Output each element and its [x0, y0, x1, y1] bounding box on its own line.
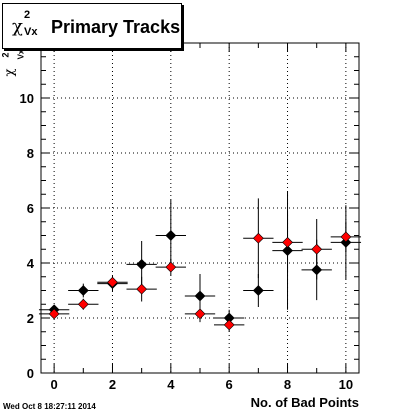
axes: 0 2 4 6 8 10 0 2 4 6 8 10 No. of Bad Points — [20, 42, 359, 410]
series-1 — [38, 198, 362, 332]
title-superscript: 2 — [24, 9, 31, 21]
data-point — [136, 258, 148, 270]
data-point — [77, 298, 89, 310]
title-box: χ 2 Vx Primary Tracks — [2, 3, 182, 49]
y-tick-label: 6 — [27, 201, 34, 216]
title-chi-symbol: χ — [12, 16, 23, 37]
data-point — [311, 243, 323, 255]
x-tick-label: 6 — [226, 377, 233, 392]
y-axis-label-superscript: 2 — [0, 52, 11, 58]
x-tick-label: 10 — [339, 377, 353, 392]
grid-lines — [41, 43, 359, 373]
y-axis-label-subscript: Vx — [16, 49, 26, 60]
plot-frame — [40, 42, 360, 374]
chart-title: Primary Tracks — [51, 17, 181, 37]
data-point — [223, 319, 235, 331]
x-tick-label: 0 — [51, 377, 58, 392]
data-point — [136, 283, 148, 295]
x-tick-label: 2 — [109, 377, 116, 392]
timestamp: Wed Oct 8 18:27:11 2014 — [3, 402, 96, 411]
data-point — [48, 308, 60, 320]
x-axis-label: No. of Bad Points — [251, 395, 359, 410]
x-tick-label: 8 — [284, 377, 291, 392]
y-tick-label: 10 — [20, 91, 34, 106]
x-tick-label: 4 — [167, 377, 175, 392]
y-tick-label: 8 — [27, 146, 34, 161]
data-point — [282, 236, 293, 248]
data-point — [77, 285, 89, 296]
data-point — [194, 308, 206, 320]
data-point — [252, 285, 264, 296]
y-tick-label: 2 — [27, 311, 34, 326]
data-point — [165, 261, 177, 273]
data-point — [194, 290, 206, 302]
data-point — [107, 276, 118, 288]
y-tick-label: 4 — [27, 256, 35, 271]
title-subscript: Vx — [24, 26, 38, 38]
data-point — [340, 231, 352, 243]
data-point — [165, 230, 177, 241]
y-axis-label: χ 2 Vx — [0, 46, 26, 106]
data-point — [252, 232, 264, 244]
y-tick-label: 0 — [27, 366, 34, 381]
y-axis-label-symbol: χ — [2, 68, 18, 77]
